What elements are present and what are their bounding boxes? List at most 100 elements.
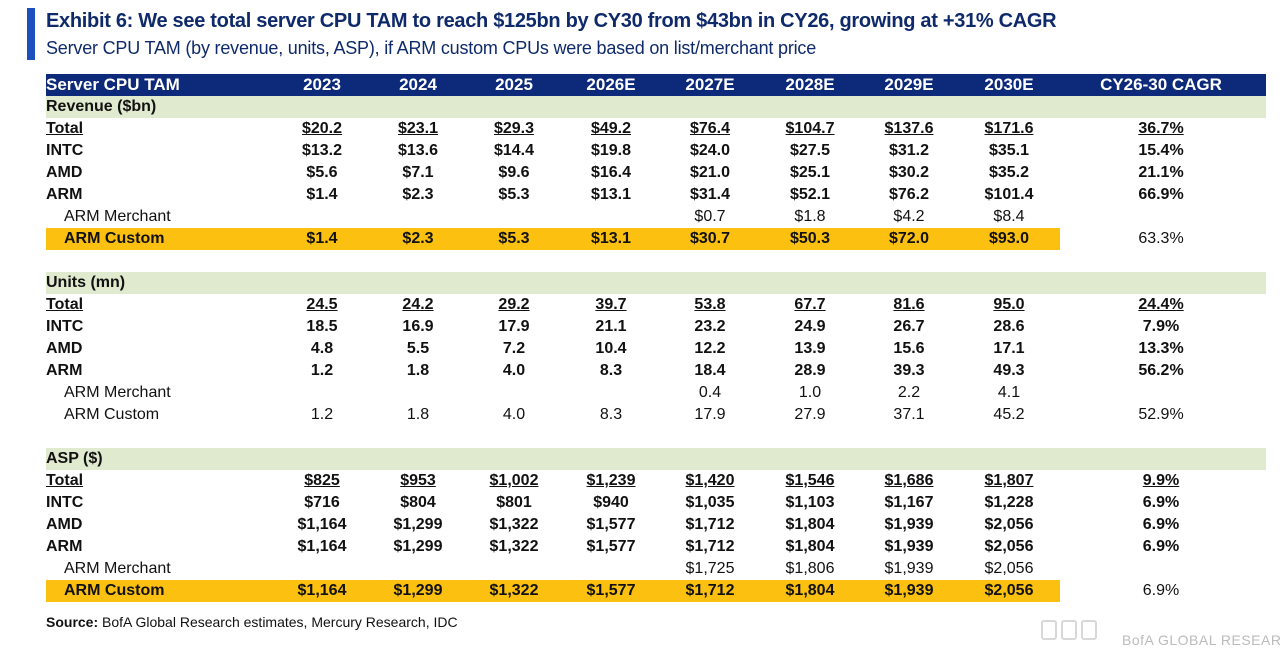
table-cell: 7.9% — [1142, 318, 1180, 335]
header-cell: 2025 — [495, 75, 533, 94]
table-row: ARM $1,164 $1,299 $1,322 $1,577 $1,712 $… — [46, 536, 1266, 558]
table-cell: 66.9% — [1138, 186, 1184, 203]
table-cell: 45.2 — [993, 406, 1025, 423]
section-title: Revenue ($bn) — [46, 98, 157, 115]
table-cell: $1,577 — [586, 516, 636, 533]
row-label: INTC — [46, 494, 84, 511]
table-cell: $7.1 — [402, 164, 434, 181]
table-cell: $1,002 — [489, 472, 539, 489]
table-cell: 0.4 — [698, 384, 722, 401]
table-row: ARM Merchant 0.4 1.0 2.2 4.1 — [46, 382, 1266, 404]
table-cell: $1,164 — [297, 516, 347, 533]
table-cell: $14.4 — [493, 142, 535, 159]
table-cell: 6.9% — [1142, 538, 1180, 555]
table-cell: $1,299 — [393, 582, 443, 599]
table-cell: 26.7 — [893, 318, 925, 335]
table-row: INTC 18.5 16.9 17.9 21.1 23.2 24.9 26.7 … — [46, 316, 1266, 338]
row-label: AMD — [46, 164, 83, 181]
table-cell: $16.4 — [590, 164, 632, 181]
table-cell: 27.9 — [794, 406, 826, 423]
table-row-highlight: ARM Custom $1,164 $1,299 $1,322 $1,577 $… — [46, 580, 1266, 602]
table-cell: $13.1 — [590, 186, 632, 203]
table-cell: $2,056 — [984, 560, 1034, 577]
table-cell: $29.3 — [493, 120, 535, 137]
row-label: ARM Merchant — [64, 384, 171, 401]
table-cell: $1,939 — [884, 582, 934, 599]
table-cell: $137.6 — [884, 120, 934, 137]
table-cell: $1,322 — [489, 582, 539, 599]
row-label: ARM — [46, 362, 83, 379]
table-cell: 15.4% — [1138, 142, 1184, 159]
table-cell: 24.2 — [402, 296, 434, 313]
table-cell: $2.3 — [402, 230, 434, 247]
table-cell: $1.4 — [306, 230, 338, 247]
table-cell: 1.2 — [310, 362, 334, 379]
section-header-revenue: Revenue ($bn) — [46, 96, 1266, 118]
table-cell: $1,804 — [785, 516, 835, 533]
table-cell: 13.3% — [1138, 340, 1184, 357]
table-cell: $2,056 — [984, 538, 1034, 555]
row-label: Total — [46, 120, 84, 137]
source-note: Source: BofA Global Research estimates, … — [46, 614, 458, 630]
row-label: ARM Custom — [64, 230, 165, 247]
table-cell: $1.4 — [306, 186, 338, 203]
table-cell: $953 — [400, 472, 436, 489]
table-cell: 16.9 — [402, 318, 434, 335]
table-cell: 5.5 — [406, 340, 430, 357]
table-cell: $940 — [593, 494, 629, 511]
table-cell: 13.9 — [794, 340, 826, 357]
table-cell: 18.4 — [694, 362, 726, 379]
table-cell: 23.2 — [694, 318, 726, 335]
table-cell: $1,420 — [685, 472, 735, 489]
table-row: AMD $5.6 $7.1 $9.6 $16.4 $21.0 $25.1 $30… — [46, 162, 1266, 184]
table-cell: $1,577 — [586, 538, 636, 555]
table-cell: $13.2 — [301, 142, 343, 159]
table-cell: 81.6 — [893, 296, 925, 313]
table-cell: $8.4 — [993, 208, 1025, 225]
table-cell: $825 — [304, 472, 340, 489]
table-row: Total $825 $953 $1,002 $1,239 $1,420 $1,… — [46, 470, 1266, 492]
table-cell: $1.8 — [794, 208, 826, 225]
table-cell: 1.0 — [798, 384, 822, 401]
row-label: INTC — [46, 142, 84, 159]
table-cell: 21.1 — [595, 318, 627, 335]
table-cell: $5.3 — [498, 186, 530, 203]
table-cell: $1,712 — [685, 516, 735, 533]
table-cell: $20.2 — [301, 120, 343, 137]
table-cell: 1.8 — [406, 406, 430, 423]
table-cell: 2.2 — [897, 384, 921, 401]
table-cell: $101.4 — [984, 186, 1034, 203]
row-label: ARM — [46, 186, 83, 203]
table-cell: 18.5 — [306, 318, 338, 335]
table-cell: 15.6 — [893, 340, 925, 357]
table-cell: 7.2 — [502, 340, 526, 357]
table-cell: $21.0 — [689, 164, 731, 181]
table-cell: $2,056 — [984, 582, 1034, 599]
table-cell: $5.6 — [306, 164, 338, 181]
table-cell: $27.5 — [789, 142, 831, 159]
table-cell: $1,035 — [685, 494, 735, 511]
table-cell: 24.4% — [1138, 296, 1184, 313]
table-row: ARM 1.2 1.8 4.0 8.3 18.4 28.9 39.3 49.3 … — [46, 360, 1266, 382]
header-cell: 2028E — [785, 75, 835, 94]
table-cell: 9.9% — [1142, 472, 1180, 489]
table-cell: 24.9 — [794, 318, 826, 335]
table-row: ARM $1.4 $2.3 $5.3 $13.1 $31.4 $52.1 $76… — [46, 184, 1266, 206]
table-cell: 56.2% — [1138, 362, 1184, 379]
exhibit-title: Exhibit 6: We see total server CPU TAM t… — [46, 10, 1057, 32]
row-label: AMD — [46, 340, 83, 357]
table-cell: $1,299 — [393, 516, 443, 533]
highlight-band — [46, 228, 1060, 250]
table-cell: 49.3 — [993, 362, 1025, 379]
table-cell: $31.4 — [689, 186, 731, 203]
table-cell: 24.5 — [306, 296, 338, 313]
table-cell: $1,804 — [785, 538, 835, 555]
accent-bar — [27, 8, 35, 60]
section-title: Units (mn) — [46, 274, 126, 291]
header-cell: Server CPU TAM — [46, 75, 180, 94]
table-cell: $13.6 — [397, 142, 439, 159]
table-cell: $1,164 — [297, 538, 347, 555]
table-cell: $1,804 — [785, 582, 835, 599]
table-row: INTC $13.2 $13.6 $14.4 $19.8 $24.0 $27.5… — [46, 140, 1266, 162]
header-cell: 2024 — [399, 75, 437, 94]
